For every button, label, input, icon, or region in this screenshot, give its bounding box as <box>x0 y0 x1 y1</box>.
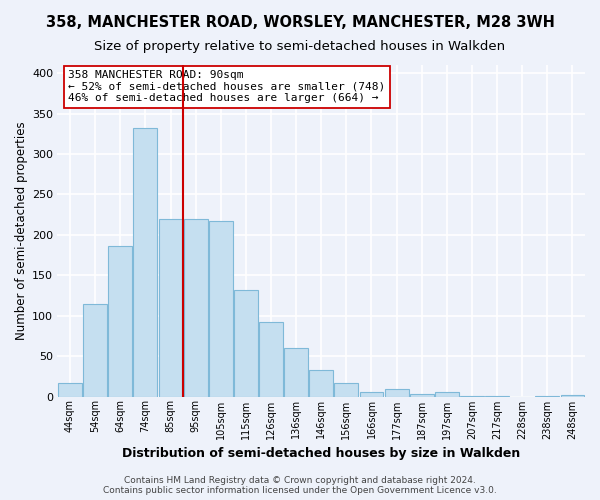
Bar <box>359 392 383 396</box>
Text: 358, MANCHESTER ROAD, WORSLEY, MANCHESTER, M28 3WH: 358, MANCHESTER ROAD, WORSLEY, MANCHESTE… <box>46 15 554 30</box>
Bar <box>158 218 182 396</box>
Bar <box>133 128 157 396</box>
Bar <box>209 221 233 396</box>
Text: 358 MANCHESTER ROAD: 90sqm
← 52% of semi-detached houses are smaller (748)
46% o: 358 MANCHESTER ROAD: 90sqm ← 52% of semi… <box>68 70 385 103</box>
Y-axis label: Number of semi-detached properties: Number of semi-detached properties <box>15 122 28 340</box>
Bar <box>435 392 459 396</box>
Bar <box>58 383 82 396</box>
Bar <box>309 370 333 396</box>
Bar <box>334 383 358 396</box>
Text: Contains HM Land Registry data © Crown copyright and database right 2024.
Contai: Contains HM Land Registry data © Crown c… <box>103 476 497 495</box>
X-axis label: Distribution of semi-detached houses by size in Walkden: Distribution of semi-detached houses by … <box>122 447 520 460</box>
Bar <box>234 290 258 397</box>
Bar <box>410 394 434 396</box>
Bar <box>385 389 409 396</box>
Text: Size of property relative to semi-detached houses in Walkden: Size of property relative to semi-detach… <box>94 40 506 53</box>
Bar <box>284 348 308 397</box>
Bar <box>184 218 208 396</box>
Bar <box>83 304 107 396</box>
Bar <box>259 322 283 396</box>
Bar <box>109 246 132 396</box>
Bar <box>560 395 584 396</box>
